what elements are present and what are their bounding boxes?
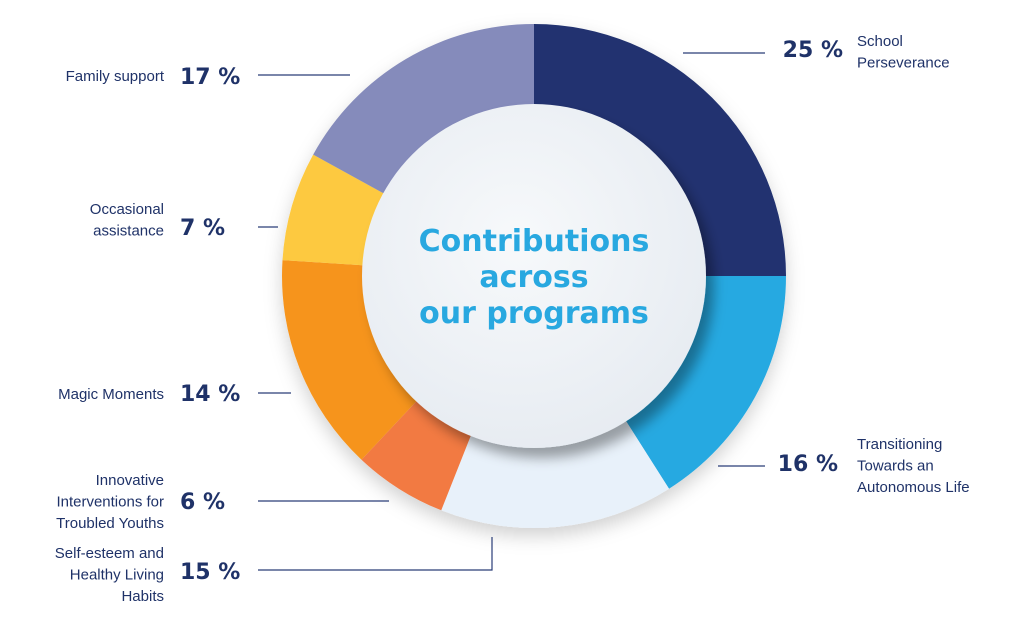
slice-self-esteem-and-healthy-living-habits [441, 417, 670, 528]
leader-lines [258, 52, 765, 571]
slice-occasional-assistance [282, 154, 387, 266]
category-label-line: Habits [121, 588, 164, 605]
chart-title-line: across [479, 260, 588, 295]
slice-innovative-interventions-for-troubled-youths [361, 398, 473, 511]
label-occasional-assistance: 7 % Occasional assistance [90, 201, 225, 241]
category-label-line: Magic Moments [58, 386, 164, 403]
category-label-line: Autonomous Life [857, 479, 970, 496]
center-disc [362, 104, 706, 448]
label-innovative-interventions-for-troubled-youths: 6 % Innovative Interventions for Troubled Y… [56, 472, 225, 532]
value-label: 15 % [180, 560, 240, 585]
category-label-line: Healthy Living [70, 567, 164, 584]
category-label-line: Towards an [857, 458, 934, 475]
slice-family-support [313, 24, 534, 196]
value-label: 7 % [180, 216, 225, 241]
category-label-line: Transitioning [857, 436, 942, 453]
category-label-line: Innovative [96, 472, 164, 489]
label-family-support: 17 % Family support [66, 65, 241, 90]
slice-school-perseverance [534, 24, 786, 276]
label-transitioning-towards-an-autonomous-life: 16 % Transitioning Towards an Autonomous Li… [778, 436, 970, 496]
category-label-line: Occasional [90, 201, 164, 218]
chart-title-line: Contributions [419, 224, 650, 259]
value-label: 25 % [783, 38, 843, 63]
donut-ring [282, 24, 786, 528]
category-label-line: Family support [66, 68, 165, 85]
label-school-perseverance: 25 % School Perseverance [783, 33, 950, 72]
value-label: 6 % [180, 490, 225, 515]
value-label: 14 % [180, 382, 240, 407]
slice-labels: 25 % School Perseverance 16 % Transitioning T… [55, 33, 970, 605]
category-label-line: Self-esteem and [55, 545, 164, 562]
value-label: 17 % [180, 65, 240, 90]
slice-transitioning-towards-an-autonomous-life [624, 276, 786, 489]
leader-line-self-esteem-and-healthy-living-habits [258, 537, 493, 571]
category-label-line: Troubled Youths [56, 515, 164, 532]
category-label-line: School [857, 33, 903, 50]
category-label-line: assistance [93, 223, 164, 240]
label-magic-moments: 14 % Magic Moments [58, 382, 240, 407]
category-label-line: Interventions for [56, 494, 164, 511]
chart-title-line: our programs [419, 296, 649, 331]
value-label: 16 % [778, 452, 838, 477]
slice-magic-moments [282, 260, 419, 460]
category-label-line: Perseverance [857, 55, 950, 72]
label-self-esteem-and-healthy-living-habits: 15 % Self-esteem and Healthy Living Habits [55, 545, 241, 605]
